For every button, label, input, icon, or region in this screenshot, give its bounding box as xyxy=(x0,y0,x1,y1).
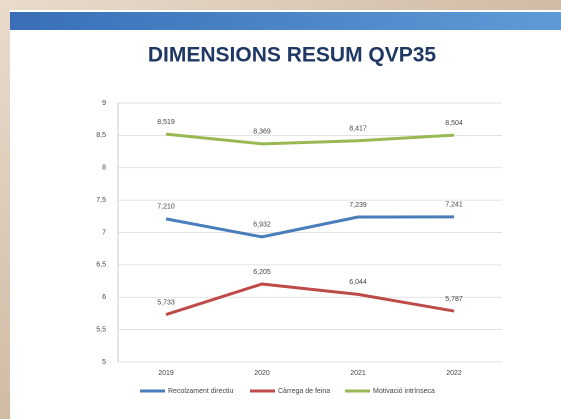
legend-label: Recolzament directiu xyxy=(168,388,233,395)
data-label: 8,519 xyxy=(157,119,175,126)
y-tick-label: 7 xyxy=(102,229,106,236)
legend-label: Càrrega de feina xyxy=(278,388,330,395)
x-tick-label: 2019 xyxy=(158,370,174,377)
y-tick-label: 8 xyxy=(102,165,106,172)
data-label: 8,417 xyxy=(349,126,367,133)
chart-title: DIMENSIONS RESUM QVP35 xyxy=(148,44,437,67)
data-label: 5,733 xyxy=(157,299,175,306)
x-tick-label: 2020 xyxy=(254,370,270,377)
data-label: 6,205 xyxy=(253,269,271,276)
y-tick-label: 5,5 xyxy=(96,326,106,333)
data-label: 8,504 xyxy=(445,120,463,127)
header-bar xyxy=(10,12,561,30)
data-label: 7,210 xyxy=(157,204,175,211)
data-label: 7,239 xyxy=(349,202,367,209)
y-tick-label: 8,5 xyxy=(96,132,106,139)
y-tick-label: 9 xyxy=(102,100,106,107)
series-line xyxy=(165,282,455,316)
y-tick-label: 7,5 xyxy=(96,197,106,204)
data-label: 6,932 xyxy=(253,222,271,229)
legend-label: Motivació intrínseca xyxy=(373,388,435,395)
data-label: 7,241 xyxy=(445,202,463,209)
x-tick-label: 2021 xyxy=(350,370,366,377)
series-line xyxy=(165,215,455,239)
data-label: 5,787 xyxy=(445,296,463,303)
slide xyxy=(10,10,561,419)
series-line xyxy=(165,132,455,146)
data-label: 8,369 xyxy=(253,129,271,136)
y-tick-label: 6,5 xyxy=(96,262,106,269)
x-tick-label: 2022 xyxy=(446,370,462,377)
y-tick-label: 6 xyxy=(102,294,106,301)
y-tick-label: 5 xyxy=(102,359,106,366)
data-label: 6,044 xyxy=(349,279,367,286)
